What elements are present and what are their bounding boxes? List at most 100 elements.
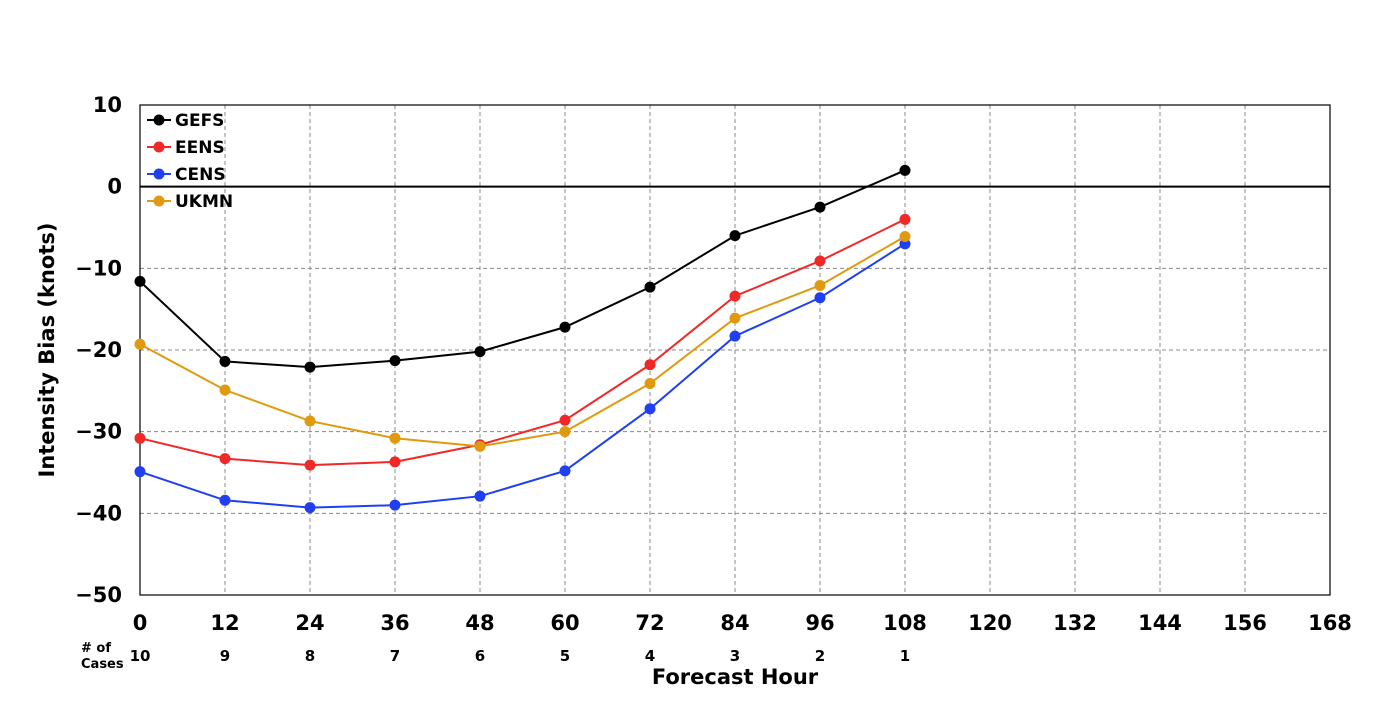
data-point (559, 426, 571, 438)
legend-item-ukmn: UKMN (147, 192, 233, 212)
case-count-label: 9 (220, 647, 230, 665)
y-axis-title: Intensity Bias (knots) (35, 223, 59, 478)
legend-marker (153, 114, 165, 126)
series-gefs (134, 164, 911, 373)
data-point (644, 403, 656, 415)
data-point (814, 279, 826, 291)
series-eens (134, 213, 911, 471)
x-tick-label: 12 (210, 611, 239, 635)
data-point (899, 164, 911, 176)
cases-row: # of Cases 10 9 8 7 6 5 4 3 2 1 (81, 641, 910, 672)
y-tick-label: 10 (93, 93, 122, 117)
case-count-label: 8 (305, 647, 315, 665)
x-tick-label: 168 (1308, 611, 1352, 635)
data-point (134, 275, 146, 287)
data-point (814, 255, 826, 267)
x-tick-label: 60 (550, 611, 579, 635)
data-point (304, 415, 316, 427)
series-line (139, 169, 906, 369)
data-point (474, 490, 486, 502)
x-axis-ticks: 0 12 24 36 48 60 72 84 96 108 120 132 144 156 168 (133, 611, 1352, 635)
y-tick-label: −30 (75, 420, 122, 444)
x-tick-label: 132 (1053, 611, 1097, 635)
legend: GEFS EENS CENS UKMN (147, 111, 233, 212)
data-point (219, 384, 231, 396)
data-point (644, 377, 656, 389)
case-count-label: 6 (475, 647, 485, 665)
data-point (389, 456, 401, 468)
data-point (729, 330, 741, 342)
data-point (304, 459, 316, 471)
legend-item-gefs: GEFS (147, 111, 224, 131)
x-tick-label: 0 (133, 611, 148, 635)
data-point (559, 321, 571, 333)
legend-label: GEFS (175, 111, 224, 131)
series-line (139, 242, 906, 509)
y-tick-label: −40 (75, 501, 122, 525)
data-point (219, 355, 231, 367)
data-point (729, 230, 741, 242)
legend-item-cens: CENS (147, 165, 226, 185)
series-line (139, 235, 906, 448)
data-point (389, 355, 401, 367)
y-tick-label: −20 (75, 338, 122, 362)
y-tick-label: −10 (75, 256, 122, 280)
legend-marker (153, 195, 165, 207)
data-point (729, 290, 741, 302)
case-count-label: 5 (560, 647, 570, 665)
legend-label: UKMN (175, 192, 233, 212)
data-point (389, 432, 401, 444)
data-point (899, 230, 911, 242)
data-point (219, 494, 231, 506)
series-ukmn (134, 230, 911, 452)
data-point (559, 465, 571, 477)
data-point (814, 201, 826, 213)
data-point (474, 346, 486, 358)
x-tick-label: 84 (720, 611, 749, 635)
data-point (134, 338, 146, 350)
case-count-label: 3 (730, 647, 740, 665)
x-tick-label: 48 (465, 611, 494, 635)
data-point (304, 361, 316, 373)
x-tick-label: 72 (635, 611, 664, 635)
data-point (814, 292, 826, 304)
legend-label: CENS (175, 165, 226, 185)
y-tick-label: −50 (75, 583, 122, 607)
y-axis-ticks: 10 0 −10 −20 −30 −40 −50 (75, 93, 122, 607)
data-point (134, 466, 146, 478)
x-tick-label: 156 (1223, 611, 1267, 635)
data-point (559, 414, 571, 426)
case-count-label: 1 (900, 647, 910, 665)
x-tick-label: 36 (380, 611, 409, 635)
cases-label-line1: # of (81, 641, 111, 656)
data-point (304, 502, 316, 514)
series-layer (134, 164, 911, 514)
legend-label: EENS (175, 138, 225, 158)
data-point (899, 213, 911, 225)
x-tick-label: 144 (1138, 611, 1182, 635)
case-count-label: 2 (815, 647, 825, 665)
x-axis-title: Forecast Hour (652, 665, 819, 689)
case-count-label: 7 (390, 647, 400, 665)
grid-layer (140, 105, 1330, 595)
x-tick-label: 96 (805, 611, 834, 635)
y-tick-label: 0 (107, 175, 122, 199)
data-point (389, 499, 401, 511)
case-count-label: 10 (130, 647, 151, 665)
x-tick-label: 24 (295, 611, 324, 635)
data-point (644, 359, 656, 371)
legend-item-eens: EENS (147, 138, 225, 158)
legend-marker (153, 141, 165, 153)
cases-label-line2: Cases (81, 657, 124, 672)
data-point (729, 312, 741, 324)
data-point (474, 440, 486, 452)
series-cens (134, 238, 911, 514)
plot-frame (139, 104, 1331, 596)
data-point (219, 453, 231, 465)
data-point (134, 432, 146, 444)
x-tick-label: 108 (883, 611, 927, 635)
series-line (139, 218, 906, 467)
case-count-label: 4 (645, 647, 655, 665)
